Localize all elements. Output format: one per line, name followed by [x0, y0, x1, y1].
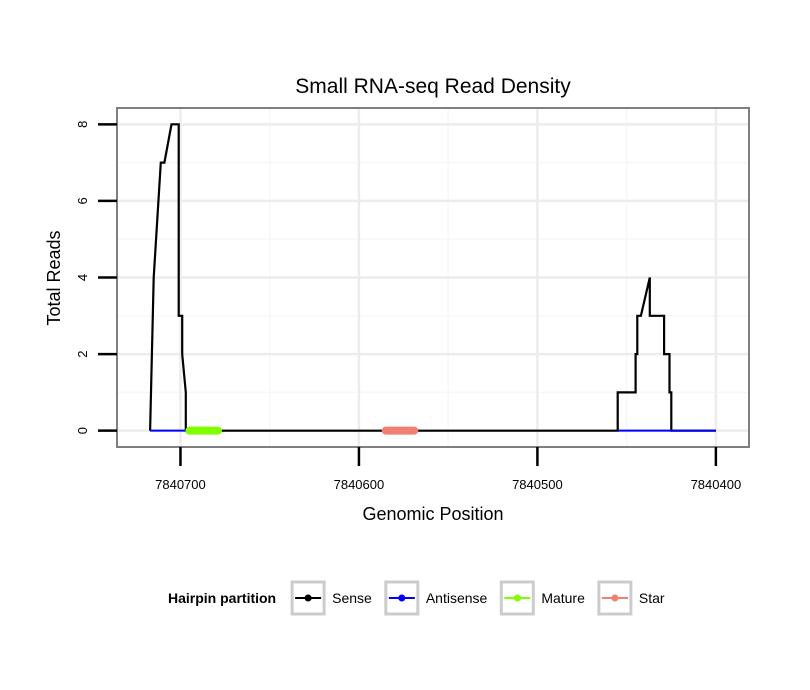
- x-tick-label: 7840400: [691, 477, 742, 492]
- legend-key-dot: [304, 594, 312, 602]
- y-tick-label: 8: [75, 121, 90, 128]
- series-layer: [149, 123, 716, 435]
- legend: Hairpin partition Sense Antisense Mature St…: [168, 580, 665, 616]
- grid: [118, 109, 748, 446]
- x-axis-title: Genomic Position: [362, 504, 503, 524]
- sense-series-line: [149, 123, 716, 432]
- legend-item-mature: Mature: [499, 580, 585, 616]
- legend-key-dot: [398, 594, 406, 602]
- y-tick-label: 4: [75, 274, 90, 281]
- legend-label: Sense: [332, 590, 372, 606]
- x-axis: 7840700 7840600 7840500 7840400: [155, 447, 741, 492]
- legend-label: Star: [639, 590, 665, 606]
- y-tick-label: 0: [75, 427, 90, 434]
- legend-item-sense: Sense: [290, 580, 372, 616]
- legend-key-dot: [611, 594, 619, 602]
- x-tick-label: 7840700: [155, 477, 206, 492]
- x-tick-label: 7840600: [334, 477, 385, 492]
- chart-title: Small RNA-seq Read Density: [295, 75, 571, 98]
- x-tick-label: 7840500: [512, 477, 563, 492]
- y-tick-label: 2: [75, 350, 90, 357]
- y-axis: 0 2 4 6 8: [75, 121, 117, 434]
- legend-label: Mature: [541, 590, 585, 606]
- y-axis-title: Total Reads: [44, 230, 64, 325]
- legend-item-star: Star: [597, 580, 665, 616]
- legend-title: Hairpin partition: [168, 590, 276, 606]
- legend-label: Antisense: [426, 590, 488, 606]
- legend-key-dot: [513, 594, 521, 602]
- y-tick-label: 6: [75, 197, 90, 204]
- legend-item-antisense: Antisense: [384, 580, 488, 616]
